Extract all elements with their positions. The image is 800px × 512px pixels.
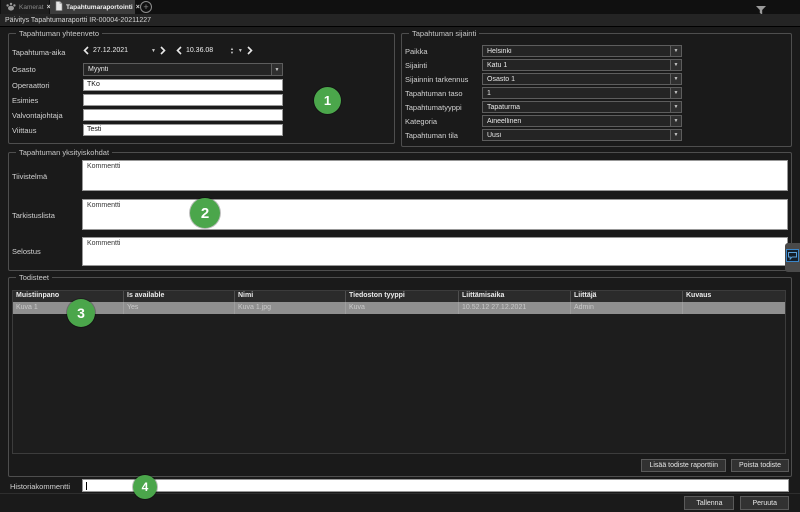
- tapahtumatyyppi-select[interactable]: Tapaturma ▼: [482, 101, 682, 113]
- new-tab-button[interactable]: +: [140, 1, 152, 13]
- chevron-down-icon[interactable]: ▼: [670, 60, 681, 70]
- tiivistelma-label: Tiivistelmä: [12, 172, 48, 181]
- annotation-badge-1: 1: [314, 87, 341, 114]
- chevron-right-icon[interactable]: [247, 42, 253, 60]
- paikka-label: Paikka: [405, 47, 428, 56]
- tapahtuman-taso-select[interactable]: 1 ▼: [482, 87, 682, 99]
- department-label: Osasto: [12, 65, 36, 74]
- column-header[interactable]: Muistiinpano: [13, 291, 124, 302]
- event-date-value[interactable]: 27.12.2021: [93, 47, 129, 54]
- animal-logo-icon: [6, 2, 16, 13]
- kategoria-select[interactable]: Aineellinen ▼: [482, 115, 682, 127]
- tapahtuman-taso-label: Tapahtuman taso: [405, 89, 463, 98]
- chevron-down-icon[interactable]: ▼: [670, 74, 681, 84]
- column-header[interactable]: Liittäjä: [571, 291, 683, 302]
- surveillance-manager-field[interactable]: [83, 109, 283, 121]
- evidence-group-title: Todisteet: [16, 273, 53, 282]
- tapahtuman-tila-label: Tapahtuman tila: [405, 131, 458, 140]
- tab-bar: Kamerat × Tapahtumaraportointi × +: [0, 0, 800, 15]
- history-comment-label: Historiakommentti: [10, 482, 71, 491]
- event-time-label: Tapahtuma-aika: [12, 48, 66, 57]
- add-evidence-button[interactable]: Lisää todiste raporttiin: [641, 459, 726, 472]
- details-group-title: Tapahtuman yksityiskohdat: [16, 148, 113, 157]
- close-icon[interactable]: ×: [46, 3, 51, 11]
- tiivistelma-textarea[interactable]: Kommentti: [82, 160, 788, 191]
- chevron-down-icon[interactable]: ▼: [670, 116, 681, 126]
- tab-kamerat[interactable]: Kamerat ×: [1, 0, 51, 14]
- save-button[interactable]: Tallenna: [684, 496, 735, 510]
- sijainti-select[interactable]: Katu 1 ▼: [482, 59, 682, 71]
- column-header[interactable]: Kuvaus: [683, 291, 785, 302]
- chevron-down-icon[interactable]: ▼: [670, 102, 681, 112]
- tapahtuman-tila-select[interactable]: Uusi ▼: [482, 129, 682, 141]
- close-icon[interactable]: ×: [135, 3, 140, 11]
- tab-label: Tapahtumaraportointi: [66, 3, 133, 11]
- department-select[interactable]: Myynti ▼: [83, 63, 283, 76]
- document-icon: [55, 1, 63, 13]
- table-row-selected[interactable]: Kuva 1 Yes Kuva 1.jpg Kuva 10.52.12 27.1…: [13, 302, 785, 314]
- selostus-textarea[interactable]: Kommentti: [82, 237, 788, 266]
- chevron-down-icon[interactable]: ▼: [151, 47, 156, 54]
- tab-label: Kamerat: [19, 3, 44, 11]
- annotation-badge-3: 3: [67, 299, 95, 327]
- tarkistuslista-textarea[interactable]: Kommentti: [82, 199, 788, 230]
- column-header[interactable]: Is available: [124, 291, 235, 302]
- annotation-badge-4: 4: [133, 475, 157, 499]
- reference-field[interactable]: Testi: [83, 124, 283, 136]
- report-title-bar: Päivitys Tapahtumaraportti IR-00004-2021…: [0, 14, 800, 27]
- summary-group: Tapahtuman yhteenveto: [8, 29, 395, 144]
- text-cursor: [86, 482, 87, 490]
- kategoria-label: Kategoria: [405, 117, 438, 126]
- summary-group-title: Tapahtuman yhteenveto: [16, 29, 103, 38]
- column-header[interactable]: Liittämisaika: [459, 291, 571, 302]
- comment-icon[interactable]: [786, 249, 799, 262]
- cancel-button[interactable]: Peruuta: [740, 496, 789, 510]
- chevron-down-icon[interactable]: ▼: [237, 47, 243, 54]
- spinner-up-icon[interactable]: ▲: [229, 46, 234, 51]
- chevron-down-icon[interactable]: ▼: [271, 64, 282, 75]
- sijainnin-tarkennus-label: Sijainnin tarkennus: [405, 75, 469, 84]
- paikka-select[interactable]: Helsinki ▼: [482, 45, 682, 57]
- comment-flyout-handle[interactable]: [785, 243, 800, 272]
- operator-field[interactable]: TKo: [83, 79, 283, 91]
- tab-tapahtumaraportointi[interactable]: Tapahtumaraportointi ×: [50, 0, 140, 14]
- operator-label: Operaattori: [12, 81, 50, 90]
- event-time-value[interactable]: 10.36.08: [185, 47, 214, 54]
- time-spinner[interactable]: ▲ ▼: [230, 47, 234, 54]
- evidence-table: Muistiinpano Is available Nimi Tiedoston…: [12, 290, 786, 454]
- supervisor-label: Esimies: [12, 96, 39, 105]
- details-group: Tapahtuman yksityiskohdat: [8, 148, 792, 271]
- chevron-right-icon[interactable]: [160, 42, 166, 60]
- annotation-badge-2: 2: [190, 198, 220, 228]
- sijainnin-tarkennus-select[interactable]: Osasto 1 ▼: [482, 73, 682, 85]
- filter-icon[interactable]: [756, 2, 766, 20]
- chevron-down-icon[interactable]: ▼: [670, 46, 681, 56]
- column-header[interactable]: Nimi: [235, 291, 346, 302]
- tarkistuslista-label: Tarkistuslista: [12, 211, 55, 220]
- chevron-down-icon[interactable]: ▼: [670, 130, 681, 140]
- reference-label: Viittaus: [12, 126, 37, 135]
- spinner-down-icon[interactable]: ▼: [229, 49, 234, 55]
- footer-divider: [0, 493, 800, 494]
- sijainti-label: Sijainti: [405, 61, 428, 70]
- event-datetime-control: 27.12.2021 ▼ 10.36.08 ▲ ▼ ▼: [83, 45, 253, 56]
- evidence-group: Todisteet: [8, 273, 792, 477]
- remove-evidence-button[interactable]: Poista todiste: [730, 459, 789, 472]
- supervisor-field[interactable]: [83, 94, 283, 106]
- column-header[interactable]: Tiedoston tyyppi: [346, 291, 459, 302]
- chevron-left-icon[interactable]: [176, 42, 182, 60]
- table-header-row: Muistiinpano Is available Nimi Tiedoston…: [13, 291, 785, 302]
- chevron-down-icon[interactable]: ▼: [670, 88, 681, 98]
- location-group: Tapahtuman sijainti: [401, 29, 792, 147]
- chevron-left-icon[interactable]: [83, 42, 89, 60]
- tapahtumatyyppi-label: Tapahtumatyyppi: [405, 103, 462, 112]
- selostus-label: Selostus: [12, 247, 41, 256]
- surveillance-manager-label: Valvontajohtaja: [12, 111, 63, 120]
- history-comment-input[interactable]: [82, 479, 789, 492]
- location-group-title: Tapahtuman sijainti: [409, 29, 480, 38]
